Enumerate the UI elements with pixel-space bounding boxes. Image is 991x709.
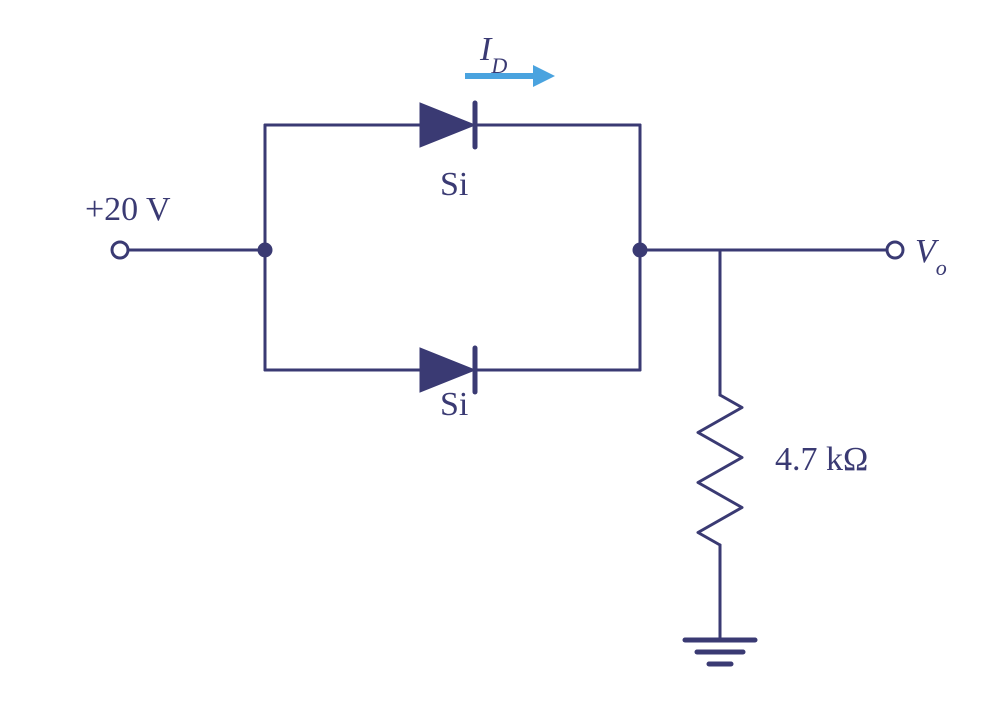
label-si_bot: Si bbox=[440, 386, 468, 423]
label-r: 4.7 kΩ bbox=[775, 441, 868, 478]
label-id: ID bbox=[479, 31, 507, 78]
node-right bbox=[634, 244, 646, 256]
diode-icon bbox=[420, 103, 475, 147]
node-left bbox=[259, 244, 271, 256]
label-vin: +20 V bbox=[85, 191, 171, 228]
circuit-diagram: ID Si Si +20 V Vo 4.7 kΩ bbox=[0, 0, 991, 709]
terminal-in bbox=[112, 242, 128, 258]
label-vo: Vo bbox=[915, 233, 947, 280]
label-si_top: Si bbox=[440, 166, 468, 203]
resistor-icon bbox=[698, 395, 742, 545]
terminal-out bbox=[887, 242, 903, 258]
current-arrow-head-icon bbox=[533, 65, 555, 87]
